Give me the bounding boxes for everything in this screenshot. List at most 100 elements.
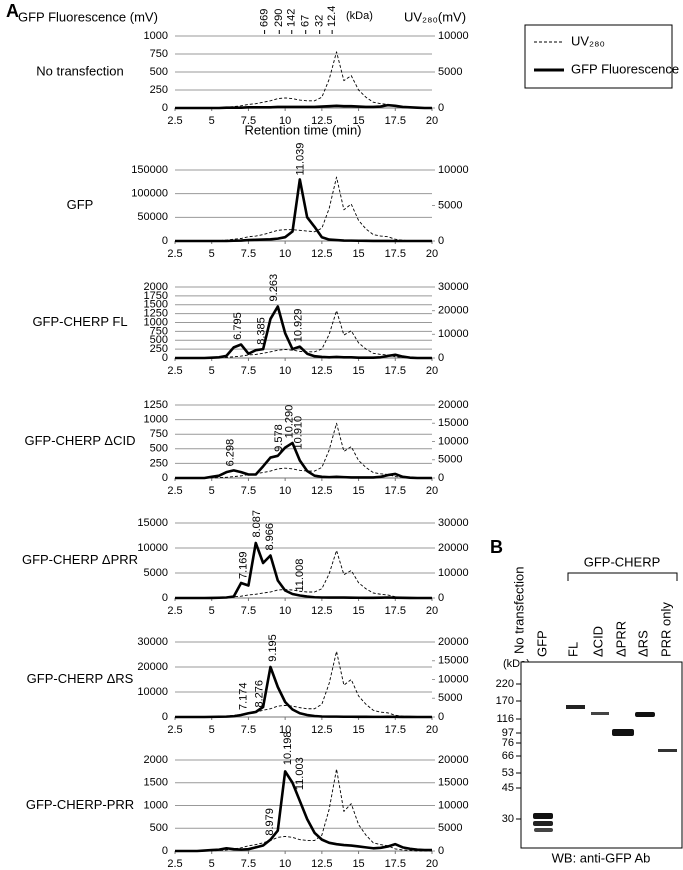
y-tick-label: 250 xyxy=(150,457,168,469)
y2-tick-label: 20000 xyxy=(438,636,469,648)
y-tick-label: 750 xyxy=(150,325,168,337)
y-tick-label: 100000 xyxy=(131,188,168,200)
x-tick-label: 15 xyxy=(352,248,364,260)
panel-label: A xyxy=(6,1,19,21)
y-tick-label: 1500 xyxy=(144,777,168,789)
x-tick-label: 7.5 xyxy=(241,115,256,127)
chart-title: GFP-CHERP ΔRS xyxy=(27,671,134,686)
peak-label: 8.276 xyxy=(254,680,266,708)
y2-tick-label: 10000 xyxy=(438,30,469,42)
x-tick-label: 7.5 xyxy=(241,605,256,617)
y-tick-label: 2000 xyxy=(144,281,168,293)
blot-caption: WB: anti-GFP Ab xyxy=(552,850,651,865)
y-tick-label: 150000 xyxy=(131,164,168,176)
x-tick-label: 12.5 xyxy=(311,485,332,497)
x-tick-label: 15 xyxy=(352,605,364,617)
x-tick-label: 17.5 xyxy=(385,485,406,497)
y2-tick-label: 0 xyxy=(438,235,444,247)
lane-label: No transfection xyxy=(511,567,526,654)
y-tick-label: 250 xyxy=(150,343,168,355)
y2-tick-label: 30000 xyxy=(438,281,469,293)
x-tick-label: 10 xyxy=(279,365,291,377)
fluorescence-trace xyxy=(175,770,432,853)
x-tick-label: 20 xyxy=(426,365,438,377)
y-tick-label: 0 xyxy=(162,711,168,723)
band xyxy=(566,705,585,709)
fluorescence-trace xyxy=(175,665,432,719)
band xyxy=(612,729,634,736)
chart-title: GFP-CHERP FL xyxy=(32,314,127,329)
legend-label: GFP Fluorescence xyxy=(571,61,679,76)
y2-tick-label: 0 xyxy=(438,592,444,604)
marker-label: 97 xyxy=(502,727,514,739)
lane-label: PRR only xyxy=(658,602,673,657)
peak-label: 7.174 xyxy=(238,682,250,710)
x-tick-label: 12.5 xyxy=(311,858,332,870)
y2-tick-label: 10000 xyxy=(438,673,469,685)
x-tick-label: 10 xyxy=(279,605,291,617)
group-bracket xyxy=(567,572,678,581)
y2-tick-label: 20000 xyxy=(438,754,469,766)
x-tick-label: 10 xyxy=(279,248,291,260)
x-tick-label: 15 xyxy=(352,115,364,127)
fluorescence-trace xyxy=(175,103,432,110)
y2-tick-label: 20000 xyxy=(438,399,469,411)
y-tick-label: 10000 xyxy=(137,686,168,698)
y-tick-label: 1250 xyxy=(144,308,168,320)
x-tick-label: 7.5 xyxy=(241,365,256,377)
band xyxy=(534,828,553,832)
y-axis-title: GFP Fluorescence (mV) xyxy=(18,9,158,24)
y2-tick-label: 15000 xyxy=(438,655,469,667)
x-tick-label: 12.5 xyxy=(311,724,332,736)
y2-tick-label: 10000 xyxy=(438,435,469,447)
band xyxy=(635,712,655,717)
y-tick-label: 750 xyxy=(150,428,168,440)
y-tick-label: 1000 xyxy=(144,414,168,426)
x-tick-label: 10 xyxy=(279,115,291,127)
uv-trace xyxy=(175,176,432,242)
y2-tick-label: 0 xyxy=(438,845,444,857)
y2-tick-label: 5000 xyxy=(438,692,462,704)
fluorescence-trace xyxy=(175,178,432,243)
y2-tick-label: 15000 xyxy=(438,417,469,429)
lane-label: FL xyxy=(565,642,580,657)
peak-label: 11.039 xyxy=(294,143,306,176)
x-tick-label: 7.5 xyxy=(241,724,256,736)
y2-tick-label: 20000 xyxy=(438,305,469,317)
peak-label: 11.008 xyxy=(294,559,306,592)
x-tick-label: 17.5 xyxy=(385,605,406,617)
x-tick-label: 20 xyxy=(426,485,438,497)
chart-title: No transfection xyxy=(36,63,123,78)
x-tick-label: 20 xyxy=(426,248,438,260)
uv-trace xyxy=(175,650,432,718)
x-tick-label: 7.5 xyxy=(241,858,256,870)
group-label: GFP-CHERP xyxy=(584,554,661,569)
y2-tick-label: 10000 xyxy=(438,328,469,340)
y-tick-label: 250 xyxy=(150,84,168,96)
marker-label: 170 xyxy=(496,695,514,707)
x-tick-label: 10 xyxy=(279,858,291,870)
x-tick-label: 7.5 xyxy=(241,248,256,260)
x-tick-label: 2.5 xyxy=(167,248,182,260)
y2-tick-label: 10000 xyxy=(438,164,469,176)
x-tick-label: 20 xyxy=(426,724,438,736)
x-tick-label: 2.5 xyxy=(167,485,182,497)
y-tick-label: 15000 xyxy=(137,517,168,529)
y-tick-label: 500 xyxy=(150,66,168,78)
peak-label: 8.385 xyxy=(255,317,267,345)
peak-label: 7.169 xyxy=(237,551,249,579)
y2-tick-label: 0 xyxy=(438,352,444,364)
lane-label: ΔPRR xyxy=(613,621,628,657)
peak-label: 9.195 xyxy=(267,634,279,662)
y-tick-label: 0 xyxy=(162,352,168,364)
x-tick-label: 10 xyxy=(279,724,291,736)
y-tick-label: 5000 xyxy=(144,567,168,579)
peak-label: 6.298 xyxy=(225,439,237,467)
peak-label: 6.795 xyxy=(232,312,244,340)
x-tick-label: 5 xyxy=(209,485,215,497)
size-marker-label: 67 xyxy=(300,15,312,27)
size-unit: (kDa) xyxy=(346,10,373,22)
x-tick-label: 5 xyxy=(209,605,215,617)
chart-title: GFP xyxy=(67,197,94,212)
